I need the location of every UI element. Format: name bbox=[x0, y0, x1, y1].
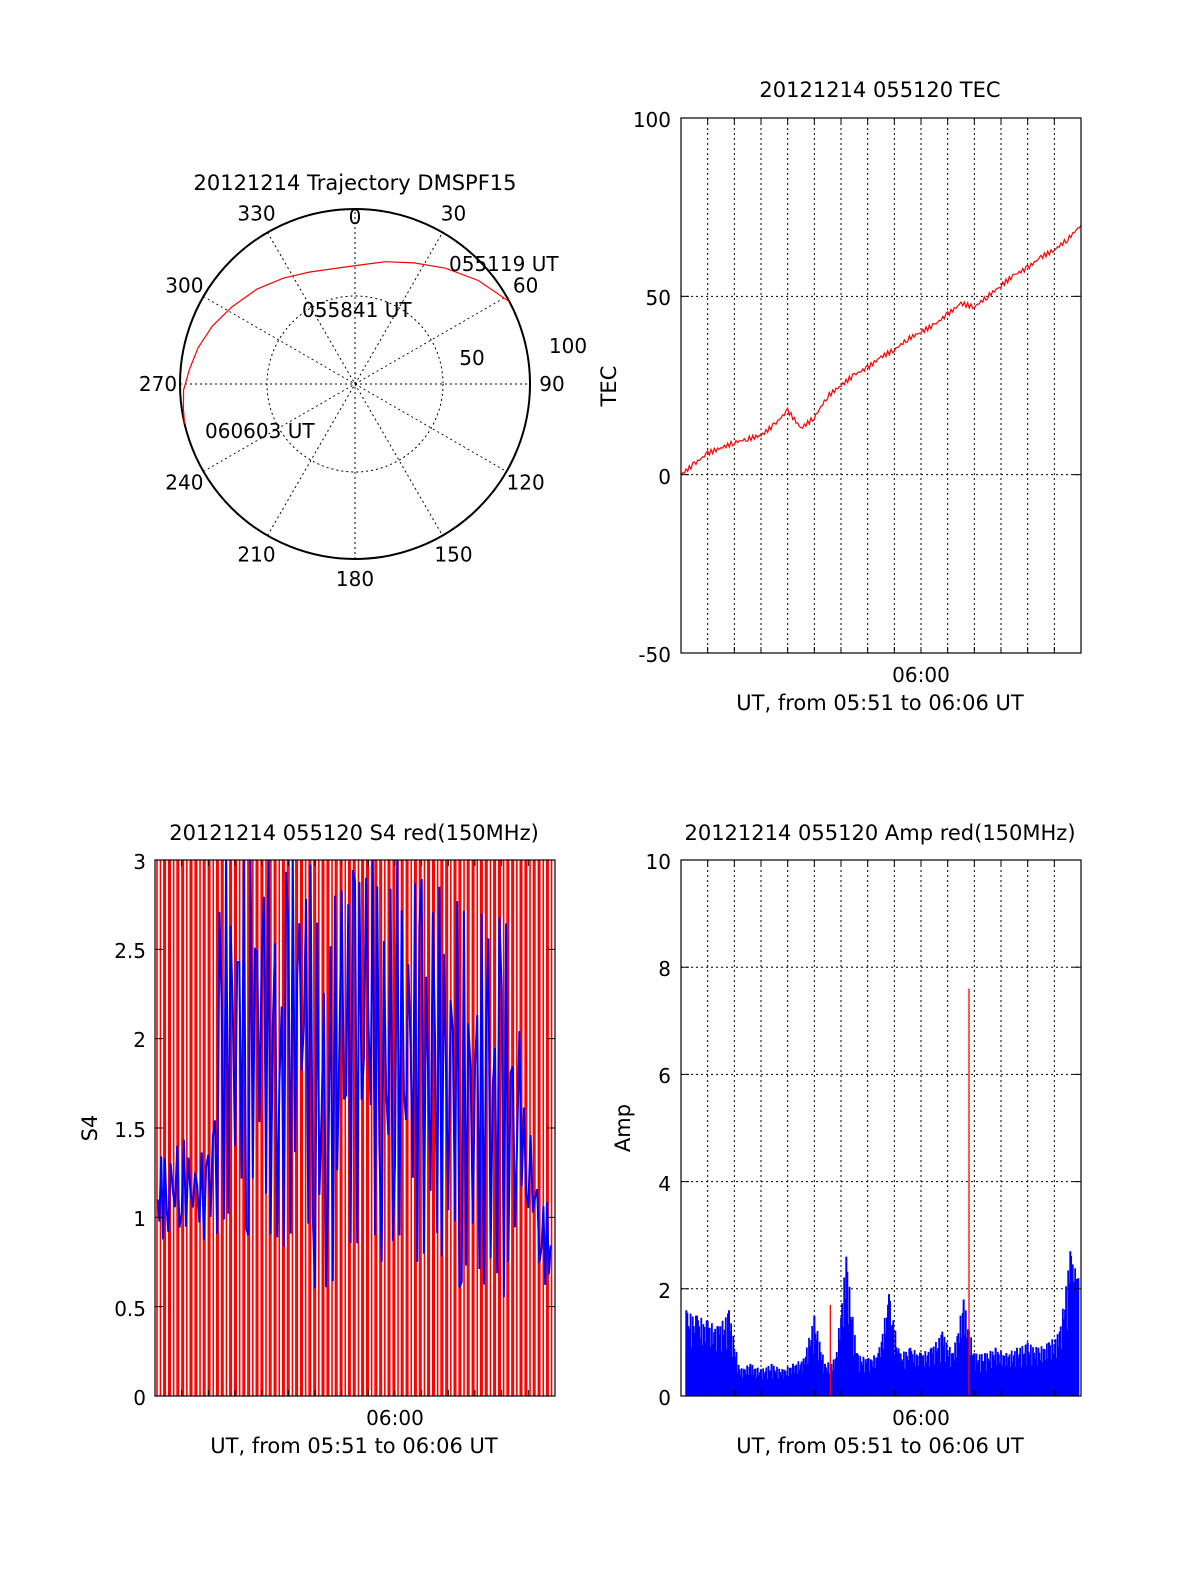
amp-y-label: Amp bbox=[611, 1104, 635, 1152]
annotation-end-time: 060603 UT bbox=[205, 419, 315, 443]
tec-title: 20121214 055120 TEC bbox=[759, 78, 1000, 102]
s4-y-tick-1: 1 bbox=[133, 1207, 146, 1231]
s4-x-tick-0600: 06:00 bbox=[366, 1406, 424, 1430]
amp-y-tick-2: 2 bbox=[658, 1279, 671, 1303]
amp-grid bbox=[681, 860, 1081, 1396]
tec-series-line bbox=[680, 224, 1082, 476]
s4-panel: 20121214 055120 S4 red(150MHz) 3 2.5 2 1… bbox=[78, 821, 556, 1458]
amp-x-tick-0600: 06:00 bbox=[892, 1406, 950, 1430]
s4-y-tick-0-5: 0.5 bbox=[114, 1297, 146, 1321]
polar-panel: 20121214 Trajectory DMSPF15 0 30 60 90 120 15… bbox=[139, 171, 587, 591]
s4-y-tick-2-5: 2.5 bbox=[114, 939, 146, 963]
polar-angle-label: 330 bbox=[237, 201, 275, 225]
amp-y-tick-4: 4 bbox=[658, 1172, 671, 1196]
amp-bars bbox=[685, 988, 1080, 1396]
tec-y-tick-neg50: -50 bbox=[638, 643, 671, 667]
amp-x-label: UT, from 05:51 to 06:06 UT bbox=[736, 1434, 1024, 1458]
polar-grid bbox=[180, 209, 530, 559]
tec-grid bbox=[681, 118, 1081, 653]
s4-ticks bbox=[155, 860, 555, 1396]
amp-y-tick-0: 0 bbox=[658, 1386, 671, 1410]
radial-tick-50: 50 bbox=[459, 346, 484, 370]
s4-y-tick-1-5: 1.5 bbox=[114, 1118, 146, 1142]
trajectory-line bbox=[182, 261, 510, 424]
amp-axes-frame bbox=[680, 859, 1082, 1397]
polar-spokes bbox=[180, 209, 530, 559]
tec-ticks bbox=[681, 118, 1081, 653]
tec-y-tick-0: 0 bbox=[658, 465, 671, 489]
amp-ticks bbox=[681, 860, 1081, 1396]
s4-y-label: S4 bbox=[78, 1115, 102, 1142]
tec-y-tick-100: 100 bbox=[633, 108, 671, 132]
tec-y-label: TEC bbox=[597, 366, 621, 408]
polar-angle-label: 0 bbox=[349, 205, 362, 229]
polar-title: 20121214 Trajectory DMSPF15 bbox=[193, 171, 516, 195]
polar-angle-label: 180 bbox=[336, 567, 374, 591]
s4-y-tick-3: 3 bbox=[133, 850, 146, 874]
tec-panel: 20121214 055120 TEC 100 50 0 -50 06:00 U… bbox=[597, 78, 1082, 715]
annotation-mid-time: 055841 UT bbox=[302, 298, 412, 322]
amp-y-tick-6: 6 bbox=[658, 1064, 671, 1088]
polar-angle-label: 30 bbox=[441, 201, 466, 225]
radial-tick-100: 100 bbox=[549, 334, 587, 358]
amp-y-tick-10: 10 bbox=[646, 850, 671, 874]
s4-y-tick-2: 2 bbox=[133, 1028, 146, 1052]
polar-angle-label: 150 bbox=[434, 543, 472, 567]
polar-outer-ring bbox=[179, 208, 531, 560]
polar-angle-label: 90 bbox=[539, 372, 564, 396]
tec-axes-frame bbox=[680, 117, 1082, 654]
polar-angle-label: 300 bbox=[165, 274, 203, 298]
polar-angle-label: 240 bbox=[165, 471, 203, 495]
s4-series-line bbox=[156, 859, 552, 1298]
s4-y-tick-0: 0 bbox=[133, 1386, 146, 1410]
tec-y-tick-50: 50 bbox=[646, 286, 671, 310]
s4-x-label: UT, from 05:51 to 06:06 UT bbox=[210, 1434, 498, 1458]
amp-panel: 20121214 055120 Amp red(150MHz) 10 8 6 4… bbox=[611, 821, 1082, 1458]
polar-angle-label: 60 bbox=[513, 274, 538, 298]
polar-angle-label: 120 bbox=[507, 471, 545, 495]
polar-angle-labels: 0 30 60 90 120 150 180 210 240 270 300 330 bbox=[139, 201, 565, 591]
annotation-start-time: 055119 UT bbox=[449, 252, 559, 276]
polar-angle-label: 210 bbox=[237, 543, 275, 567]
amp-y-tick-8: 8 bbox=[658, 957, 671, 981]
tec-x-label: UT, from 05:51 to 06:06 UT bbox=[736, 691, 1024, 715]
amp-title: 20121214 055120 Amp red(150MHz) bbox=[684, 821, 1075, 845]
s4-title: 20121214 055120 S4 red(150MHz) bbox=[169, 821, 539, 845]
polar-angle-label: 270 bbox=[139, 372, 177, 396]
tec-x-tick-0600: 06:00 bbox=[892, 663, 950, 687]
polar-spoke bbox=[267, 232, 443, 536]
